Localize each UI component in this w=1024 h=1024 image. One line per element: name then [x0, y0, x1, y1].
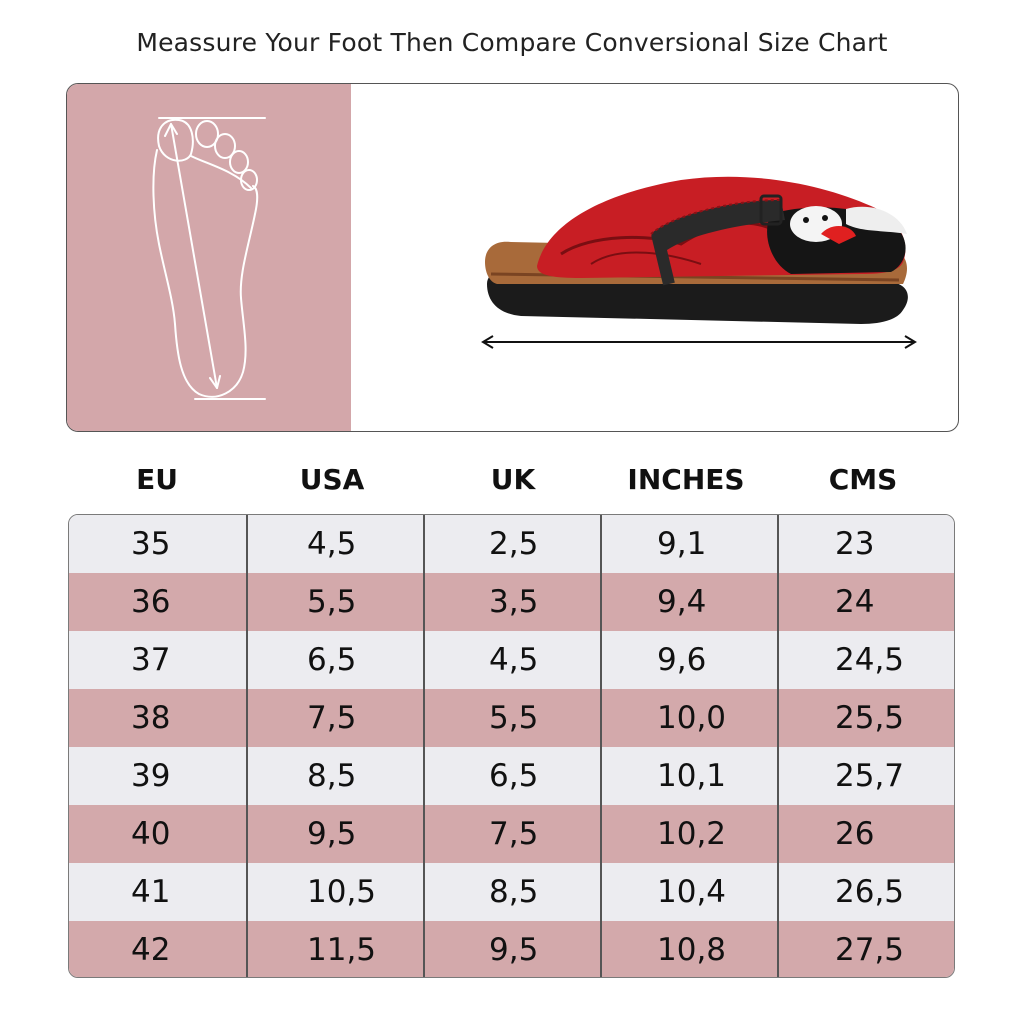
red-clog-image	[481, 176, 917, 349]
cell-inches: 10,0	[657, 700, 727, 736]
table-row: 35 4,5 2,5 9,1 23	[69, 515, 954, 573]
cell-cms: 23	[835, 526, 875, 562]
cell-eu: 42	[131, 932, 171, 968]
header-eu: EU	[136, 463, 178, 496]
header-usa: USA	[299, 463, 365, 496]
cell-usa: 11,5	[307, 932, 377, 968]
cell-inches: 10,4	[657, 874, 727, 910]
table-row: 40 9,5 7,5 10,2 26	[69, 805, 954, 863]
cell-uk: 5,5	[489, 700, 539, 736]
cell-uk: 9,5	[489, 932, 539, 968]
cell-eu: 35	[131, 526, 171, 562]
shoe-panel	[351, 84, 958, 431]
size-table-header: EU USA UK INCHES CMS	[68, 458, 956, 502]
cell-eu: 41	[131, 874, 171, 910]
cell-inches: 9,1	[657, 526, 707, 562]
foot-panel	[67, 84, 351, 431]
hero-banner	[66, 83, 959, 432]
cell-uk: 2,5	[489, 526, 539, 562]
table-row: 41 10,5 8,5 10,4 26,5	[69, 863, 954, 921]
cell-inches: 9,6	[657, 642, 707, 678]
page-title: Meassure Your Foot Then Compare Conversi…	[136, 28, 888, 57]
cell-inches: 10,2	[657, 816, 727, 852]
cell-usa: 8,5	[307, 758, 357, 794]
header-uk: UK	[490, 463, 536, 496]
cell-usa: 5,5	[307, 584, 357, 620]
cell-uk: 8,5	[489, 874, 539, 910]
column-divider	[423, 515, 425, 977]
foot-outline-icon	[152, 117, 266, 400]
cell-eu: 39	[131, 758, 171, 794]
cell-uk: 4,5	[489, 642, 539, 678]
header-cms: CMS	[828, 463, 898, 496]
cell-eu: 40	[131, 816, 171, 852]
cell-eu: 37	[131, 642, 171, 678]
table-row: 42 11,5 9,5 10,8 27,5	[69, 921, 954, 977]
cell-inches: 10,8	[657, 932, 727, 968]
cell-cms: 25,7	[835, 758, 905, 794]
column-divider	[246, 515, 248, 977]
table-row: 38 7,5 5,5 10,0 25,5	[69, 689, 954, 747]
cell-cms: 26	[835, 816, 875, 852]
cell-cms: 24	[835, 584, 875, 620]
table-row: 36 5,5 3,5 9,4 24	[69, 573, 954, 631]
cell-cms: 25,5	[835, 700, 905, 736]
cell-eu: 36	[131, 584, 171, 620]
table-row: 37 6,5 4,5 9,6 24,5	[69, 631, 954, 689]
cell-usa: 7,5	[307, 700, 357, 736]
column-divider	[600, 515, 602, 977]
cell-usa: 9,5	[307, 816, 357, 852]
cell-inches: 10,1	[657, 758, 727, 794]
cell-usa: 4,5	[307, 526, 357, 562]
table-row: 39 8,5 6,5 10,1 25,7	[69, 747, 954, 805]
cell-eu: 38	[131, 700, 171, 736]
cell-uk: 3,5	[489, 584, 539, 620]
cell-uk: 7,5	[489, 816, 539, 852]
cell-usa: 6,5	[307, 642, 357, 678]
cell-inches: 9,4	[657, 584, 707, 620]
cell-uk: 6,5	[489, 758, 539, 794]
cell-cms: 24,5	[835, 642, 905, 678]
length-arrow-icon	[481, 335, 917, 349]
column-divider	[777, 515, 779, 977]
size-table: 35 4,5 2,5 9,1 23 36 5,5 3,5 9,4 24 37 6…	[68, 514, 955, 978]
cell-cms: 26,5	[835, 874, 905, 910]
header-inches: INCHES	[627, 463, 745, 496]
cell-usa: 10,5	[307, 874, 377, 910]
cell-cms: 27,5	[835, 932, 905, 968]
